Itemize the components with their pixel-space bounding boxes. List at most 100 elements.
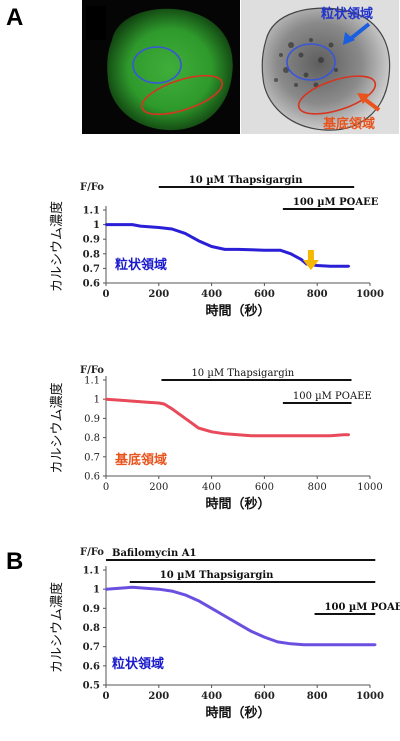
y-tick-label: 1	[93, 220, 100, 231]
data-point	[263, 248, 266, 252]
granule-arrow-icon	[343, 22, 371, 45]
data-point	[316, 434, 319, 437]
data-point	[329, 434, 332, 437]
basal-arrow-icon	[357, 93, 381, 112]
data-point	[342, 265, 345, 268]
data-point	[184, 232, 187, 235]
x-tick-label: 0	[103, 289, 110, 300]
x-axis-title: 時間（秒）	[205, 496, 270, 512]
data-point	[374, 643, 377, 646]
brightfield-micrograph: 粒状領域 基底領域	[241, 0, 399, 134]
y-tick-label: 0.5	[83, 681, 100, 692]
data-point	[302, 643, 306, 646]
y-axis-title: カルシウム濃度	[49, 382, 65, 473]
y-tick-label: 0.7	[84, 452, 100, 463]
data-point	[250, 630, 253, 633]
data-point	[279, 248, 282, 252]
region-label: 粒状領域	[112, 656, 164, 672]
basal-region-label: 基底領域	[322, 116, 375, 132]
calcium-chart-granule-a: F/Fo 0.6 0.7 0.8 0.9 1 1.1 0 200 400 600 800 1000 時間（…	[49, 175, 384, 319]
y-tick-label: 0.6	[84, 472, 100, 483]
y-tick-label: 1.1	[83, 566, 100, 577]
arrow-shaft	[307, 250, 314, 260]
data-point	[329, 265, 332, 268]
data-point	[289, 642, 292, 645]
data-point	[104, 398, 108, 401]
data-point	[316, 643, 319, 646]
data-point	[329, 643, 332, 646]
data-point	[157, 587, 160, 591]
y-axis-top-label: F/Fo	[80, 182, 104, 193]
y-tick-label: 0.9	[84, 414, 100, 425]
x-axis-title: 時間（秒）	[205, 303, 270, 319]
data-point	[355, 643, 358, 646]
y-tick-label: 0.8	[83, 249, 100, 260]
panel-label-a: A	[6, 4, 24, 31]
data-point	[273, 248, 277, 252]
y-axis-top-label: F/Fo	[80, 547, 104, 558]
region-label: 基底領域	[114, 452, 167, 468]
data-point	[197, 599, 200, 602]
x-tick-label: 0	[103, 691, 110, 702]
y-tick-label: 0.8	[83, 623, 100, 634]
x-tick-label: 800	[307, 691, 328, 702]
treatment-label: 100 µM POAEE	[293, 197, 379, 208]
granule-region-outline	[132, 46, 182, 84]
data-point	[189, 421, 192, 424]
y-tick-label: 0.7	[83, 264, 100, 275]
x-tick-label: 1000	[357, 482, 382, 493]
x-tick-label: 600	[254, 691, 275, 702]
basal-region-outline	[140, 74, 224, 116]
data-point	[144, 587, 147, 590]
data-point	[157, 226, 160, 229]
x-tick-label: 1000	[356, 289, 384, 300]
data-point	[300, 258, 303, 261]
granule-region-label: 粒状領域	[321, 6, 373, 22]
fluorescence-image	[82, 0, 240, 134]
panel-label-b: B	[6, 548, 24, 575]
data-point	[210, 245, 213, 248]
y-tick-label: 0.9	[83, 235, 100, 246]
data-point	[223, 248, 226, 251]
data-point	[236, 622, 240, 625]
y-tick-label: 1	[94, 395, 100, 406]
data-point	[197, 239, 200, 242]
data-point	[118, 587, 121, 590]
data-point	[263, 434, 266, 437]
data-point	[131, 399, 134, 403]
x-tick-label: 400	[201, 289, 222, 300]
x-tick-label: 200	[148, 691, 169, 702]
data-point	[250, 434, 253, 437]
y-tick-label: 0.6	[83, 661, 100, 672]
x-tick-label: 1000	[356, 691, 384, 702]
data-point	[170, 589, 174, 593]
data-point	[131, 223, 134, 226]
poaee-arrow-icon	[302, 250, 319, 270]
data-point	[104, 587, 108, 591]
data-point	[178, 413, 182, 416]
data-point	[210, 607, 213, 610]
fluorescence-micrograph	[82, 0, 240, 134]
series-line	[106, 223, 349, 268]
basal-region-outline-bright	[297, 75, 377, 115]
treatment-label: 10 µM Thapsigargin	[191, 368, 294, 379]
data-point	[276, 640, 279, 644]
x-tick-label: 0	[103, 482, 109, 493]
data-point	[170, 407, 174, 410]
data-point	[263, 635, 266, 639]
calcium-chart-basal: F/Fo 0.6 0.7 0.8 0.9 1 1.1 0 200 400 600 800 1000 時間（…	[49, 365, 383, 512]
data-point	[184, 593, 187, 597]
data-point	[131, 586, 134, 589]
x-tick-label: 600	[255, 482, 274, 493]
data-point	[276, 434, 279, 437]
data-point	[139, 224, 142, 228]
calcium-chart-granule-b: F/Fo 0.5 0.6 0.7 0.8 0.9 1 1.1 0 200 400 600 800 1000…	[49, 547, 400, 721]
data-point	[144, 400, 147, 404]
treatment-label: 100 µM POAEE	[325, 602, 400, 613]
data-point	[289, 252, 292, 255]
y-tick-label: 0.6	[83, 279, 100, 290]
x-tick-label: 800	[308, 482, 327, 493]
region-label: 粒状領域	[115, 257, 167, 273]
x-tick-label: 400	[201, 691, 222, 702]
series-line	[105, 397, 349, 438]
